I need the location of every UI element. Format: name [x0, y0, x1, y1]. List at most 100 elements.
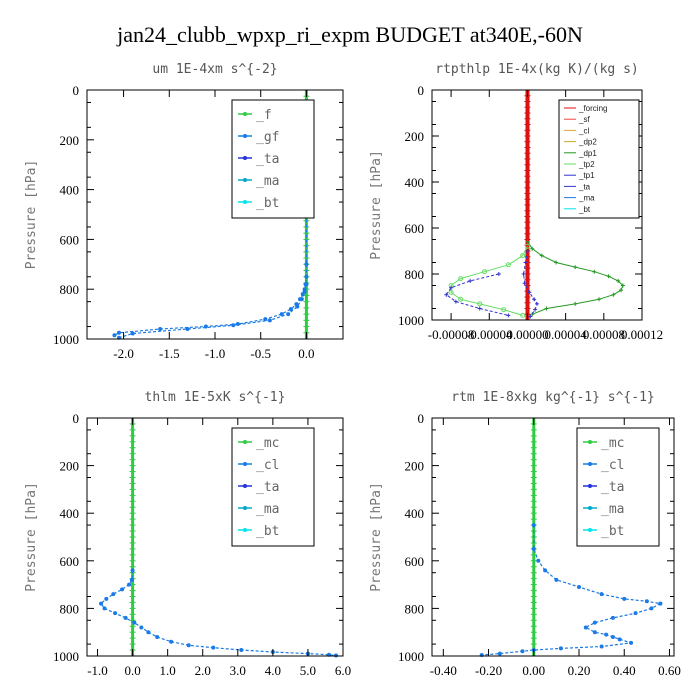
y-tick-label: 800 [60, 282, 80, 297]
x-tick-label: -0.00008 [428, 327, 475, 342]
data-point [302, 289, 307, 294]
y-tick-label: 600 [60, 554, 80, 569]
y-tick-label: 400 [60, 506, 80, 521]
data-point [211, 645, 216, 650]
data-point [649, 606, 654, 611]
y-tick-label: 200 [60, 133, 80, 148]
x-tick-label: -1.0 [87, 663, 108, 678]
legend-marker [243, 462, 247, 466]
data-point [104, 596, 109, 601]
data-point [129, 577, 134, 582]
legend-label: _bt [256, 524, 279, 539]
data-point [528, 314, 533, 319]
chart-panel-1: um 1E-4xm s^{-2} Pressure [hPa] 0 200 400 600… [24, 62, 344, 361]
x-tick-label: -2.0 [113, 346, 134, 361]
y-tick-label: 400 [60, 183, 80, 198]
data-point [295, 304, 300, 309]
x-tick-label: 0.00008 [583, 327, 625, 342]
y-tick-label: 1000 [398, 649, 424, 664]
data-point [629, 640, 634, 645]
legend-label: _dp1 [578, 149, 597, 158]
panel-title: rtpthlp 1E-4x(kg K)/(kg s) [435, 62, 639, 77]
legend-label: _ta [578, 182, 591, 191]
data-point [617, 637, 622, 642]
data-point [186, 643, 191, 648]
data-point [531, 523, 536, 528]
legend-marker [243, 440, 247, 444]
data-point [449, 285, 454, 290]
y-tick-label: 200 [405, 129, 425, 144]
legend-label: _tp1 [578, 171, 595, 180]
y-tick-label: 600 [405, 554, 425, 569]
y-tick-label: 1000 [398, 313, 424, 328]
data-point [288, 307, 293, 312]
data-point [132, 620, 137, 625]
data-point [169, 639, 174, 644]
y-tick-label: 1000 [53, 332, 79, 347]
data-point [304, 282, 309, 287]
data-point [554, 260, 559, 265]
data-point [610, 634, 615, 639]
data-point [444, 292, 449, 297]
panel-title: um 1E-4xm s^{-2} [152, 62, 277, 77]
data-point [520, 312, 526, 318]
series-line [450, 246, 528, 316]
data-point [592, 620, 597, 625]
legend-label: _cl [578, 126, 589, 135]
data-point [304, 274, 309, 279]
x-tick-label: 0.0 [124, 663, 140, 678]
chart-panel-4: rtm 1E-8xkg kg^{-1} s^{-1} Pressure [hPa]… [369, 390, 681, 678]
data-point [604, 632, 609, 637]
data-point [112, 333, 117, 338]
data-point [619, 288, 623, 293]
series-line [445, 273, 509, 316]
x-tick-label: 0.40 [613, 663, 636, 678]
data-point [279, 312, 284, 317]
series-line [118, 284, 307, 339]
data-point [521, 272, 526, 276]
legend-label: _sf [578, 115, 590, 124]
data-point [468, 278, 473, 283]
data-point [543, 568, 548, 573]
data-point [239, 648, 244, 653]
legend-label: _ma [256, 174, 279, 189]
data-point [597, 297, 602, 302]
y-tick-label: 600 [60, 232, 80, 247]
x-tick-label: -0.20 [475, 663, 502, 678]
x-tick-label: -0.40 [430, 663, 457, 678]
data-point [477, 301, 483, 307]
legend-marker [243, 528, 247, 532]
data-point [592, 269, 597, 274]
series-line [114, 214, 307, 336]
data-point [539, 253, 544, 258]
y-tick-label: 200 [405, 459, 425, 474]
data-point [139, 625, 144, 630]
data-point [263, 317, 268, 322]
y-axis-label: Pressure [hPa] [369, 150, 384, 260]
data-point [99, 601, 104, 606]
data-point [158, 327, 163, 332]
x-tick-label: 0.20 [568, 663, 591, 678]
data-point [531, 546, 536, 551]
plot-frame [431, 89, 643, 321]
data-point [111, 592, 116, 597]
chart-panel-3: thlm 1E-5xK s^{-1} Pressure [hPa] 0 200 400 6… [24, 390, 351, 678]
y-axis-label: Pressure [hPa] [369, 482, 384, 592]
legend-label: _ta [256, 152, 279, 167]
y-tick-label: 400 [405, 175, 425, 190]
data-point [620, 283, 625, 288]
x-tick-label: -1.0 [205, 346, 226, 361]
data-point [146, 630, 151, 635]
data-point [530, 246, 535, 251]
data-point [573, 301, 578, 306]
data-point [102, 606, 107, 611]
data-point [536, 558, 541, 563]
legend-label: _ma [601, 502, 624, 517]
data-point [535, 301, 539, 306]
y-axis-label: Pressure [hPa] [24, 482, 39, 592]
legend-label: _ma [578, 194, 595, 203]
data-point [522, 281, 527, 286]
legend-label: _bt [256, 196, 279, 211]
panel-title: rtm 1E-8xkg kg^{-1} s^{-1} [451, 390, 655, 405]
plot-frame [86, 417, 344, 657]
